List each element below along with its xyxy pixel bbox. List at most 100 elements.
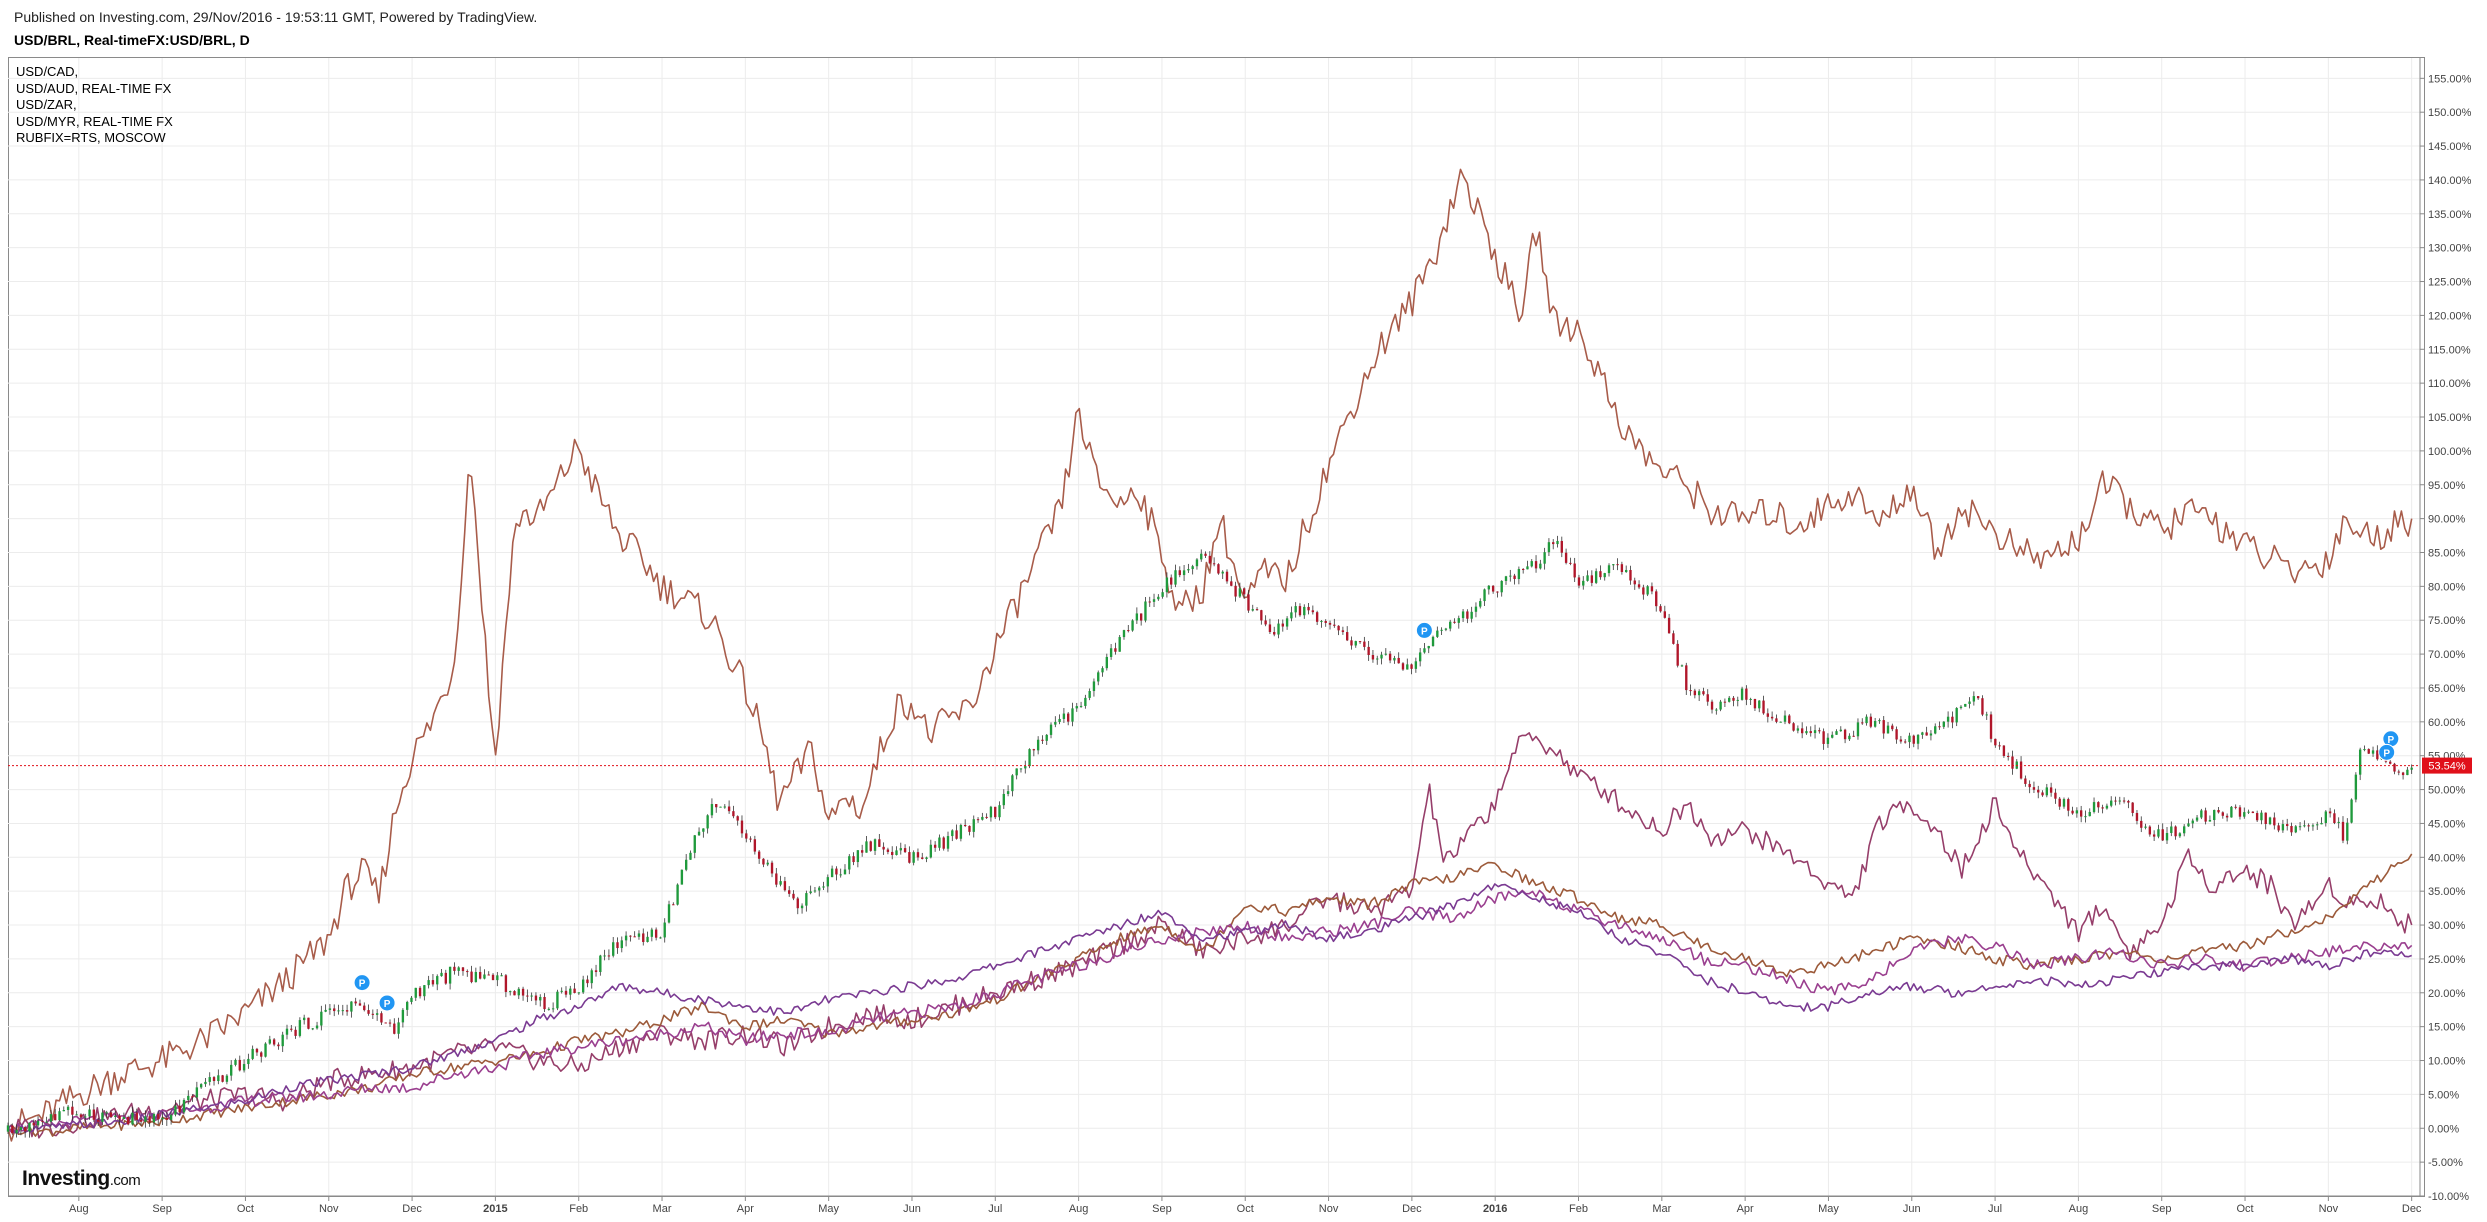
candle-body (1324, 621, 1327, 623)
candle-body (144, 1116, 147, 1122)
candle-body (1122, 630, 1126, 638)
candle-body (581, 979, 585, 993)
event-marker[interactable] (353, 974, 371, 992)
candle-body (2401, 772, 2405, 776)
candle-body (1680, 665, 1684, 667)
candle-body (1118, 637, 1121, 652)
candle-body (2135, 812, 2139, 821)
candle-body (182, 1100, 186, 1113)
candle-body (1569, 562, 1572, 564)
x-tick-label: Sep (152, 1203, 172, 1215)
event-marker[interactable] (1415, 621, 1433, 639)
candle-body (818, 887, 821, 891)
candle-body (358, 1003, 362, 1006)
candle-body (1041, 739, 1044, 741)
candle-body (225, 1075, 229, 1082)
candle-body (118, 1115, 121, 1120)
x-tick-label: Jun (1903, 1203, 1921, 1215)
event-marker[interactable] (378, 994, 396, 1012)
candle-body (6, 1125, 10, 1132)
candle-body (1822, 731, 1825, 744)
y-tick-label: 95.00% (2428, 480, 2466, 492)
legend: USD/CAD, USD/AUD, REAL-TIME FX USD/ZAR, … (16, 64, 173, 147)
candle-body (629, 935, 632, 937)
x-tick-label: Nov (2319, 1203, 2339, 1215)
candle-body (2079, 810, 2083, 817)
candle-body (1393, 657, 1396, 661)
candle-body (23, 1127, 27, 1132)
y-tick-label: 10.00% (2428, 1056, 2466, 1068)
candle-body (234, 1059, 237, 1065)
candle-body (324, 1009, 327, 1012)
candle-body (1311, 610, 1315, 613)
candle-body (1878, 720, 1881, 722)
candle-body (1114, 648, 1117, 652)
candle-body (1230, 581, 1233, 586)
candle-body (1925, 732, 1928, 736)
candle-body (1521, 569, 1525, 571)
candle-body (2092, 802, 2096, 812)
candle-body (1809, 731, 1812, 734)
candle-body (1436, 630, 1439, 637)
candle-body (1371, 655, 1375, 660)
candle-body (684, 859, 688, 870)
candle-body (1805, 731, 1808, 734)
candle-body (1985, 714, 1988, 716)
candle-body (1234, 585, 1237, 597)
candle-body (1191, 566, 1194, 570)
candle-body (1994, 738, 1997, 746)
candle-body (1260, 610, 1263, 621)
candle-body (1109, 648, 1113, 657)
investing-logo: Investing.com (22, 1167, 141, 1191)
candle-body (607, 955, 611, 957)
candle-body (2230, 806, 2233, 818)
candle-body (461, 967, 465, 972)
y-tick-label: 75.00% (2428, 615, 2466, 627)
candle-body (2062, 799, 2066, 807)
candle-body (436, 976, 439, 985)
candle-body (2410, 767, 2413, 770)
candle-body (393, 1023, 396, 1034)
candle-body (1637, 584, 1641, 588)
candle-body (1337, 625, 1340, 631)
candle-body (697, 831, 701, 836)
candle-body (680, 869, 684, 885)
candle-body (1165, 577, 1169, 593)
y-tick-label: 125.00% (2428, 277, 2472, 289)
candle-body (616, 942, 619, 949)
candle-body (1084, 697, 1087, 706)
candle-body (2148, 826, 2152, 835)
candle-body (260, 1052, 263, 1057)
candle-body (474, 971, 478, 983)
candle-body (2307, 825, 2310, 827)
candle-body (1285, 618, 1289, 627)
candle-body (547, 1008, 551, 1010)
candle-body (384, 1022, 387, 1024)
event-marker[interactable] (2378, 743, 2396, 761)
candle-body (1783, 715, 1787, 722)
candle-body (165, 1117, 168, 1120)
candle-body (1058, 718, 1061, 722)
candle-body (1848, 735, 1851, 740)
candle-body (350, 1001, 353, 1012)
candle-body (1904, 741, 1907, 743)
candle-body (1071, 708, 1074, 722)
candle-body (1418, 652, 1422, 662)
candle-body (779, 881, 782, 885)
candle-body (749, 838, 752, 840)
candle-body (925, 857, 928, 859)
candle-body (2260, 812, 2263, 821)
candle-body (204, 1081, 207, 1085)
candle-body (530, 995, 533, 997)
candle-body (457, 967, 460, 971)
series-line (7, 168, 2413, 1142)
candle-body (2195, 817, 2199, 821)
candle-body (612, 942, 615, 956)
y-tick-label: 115.00% (2428, 344, 2471, 356)
candle-body (19, 1127, 23, 1130)
y-tick-label: 30.00% (2428, 920, 2466, 932)
candle-body (921, 857, 924, 859)
candle-body (290, 1028, 293, 1030)
candle-body (929, 844, 933, 858)
